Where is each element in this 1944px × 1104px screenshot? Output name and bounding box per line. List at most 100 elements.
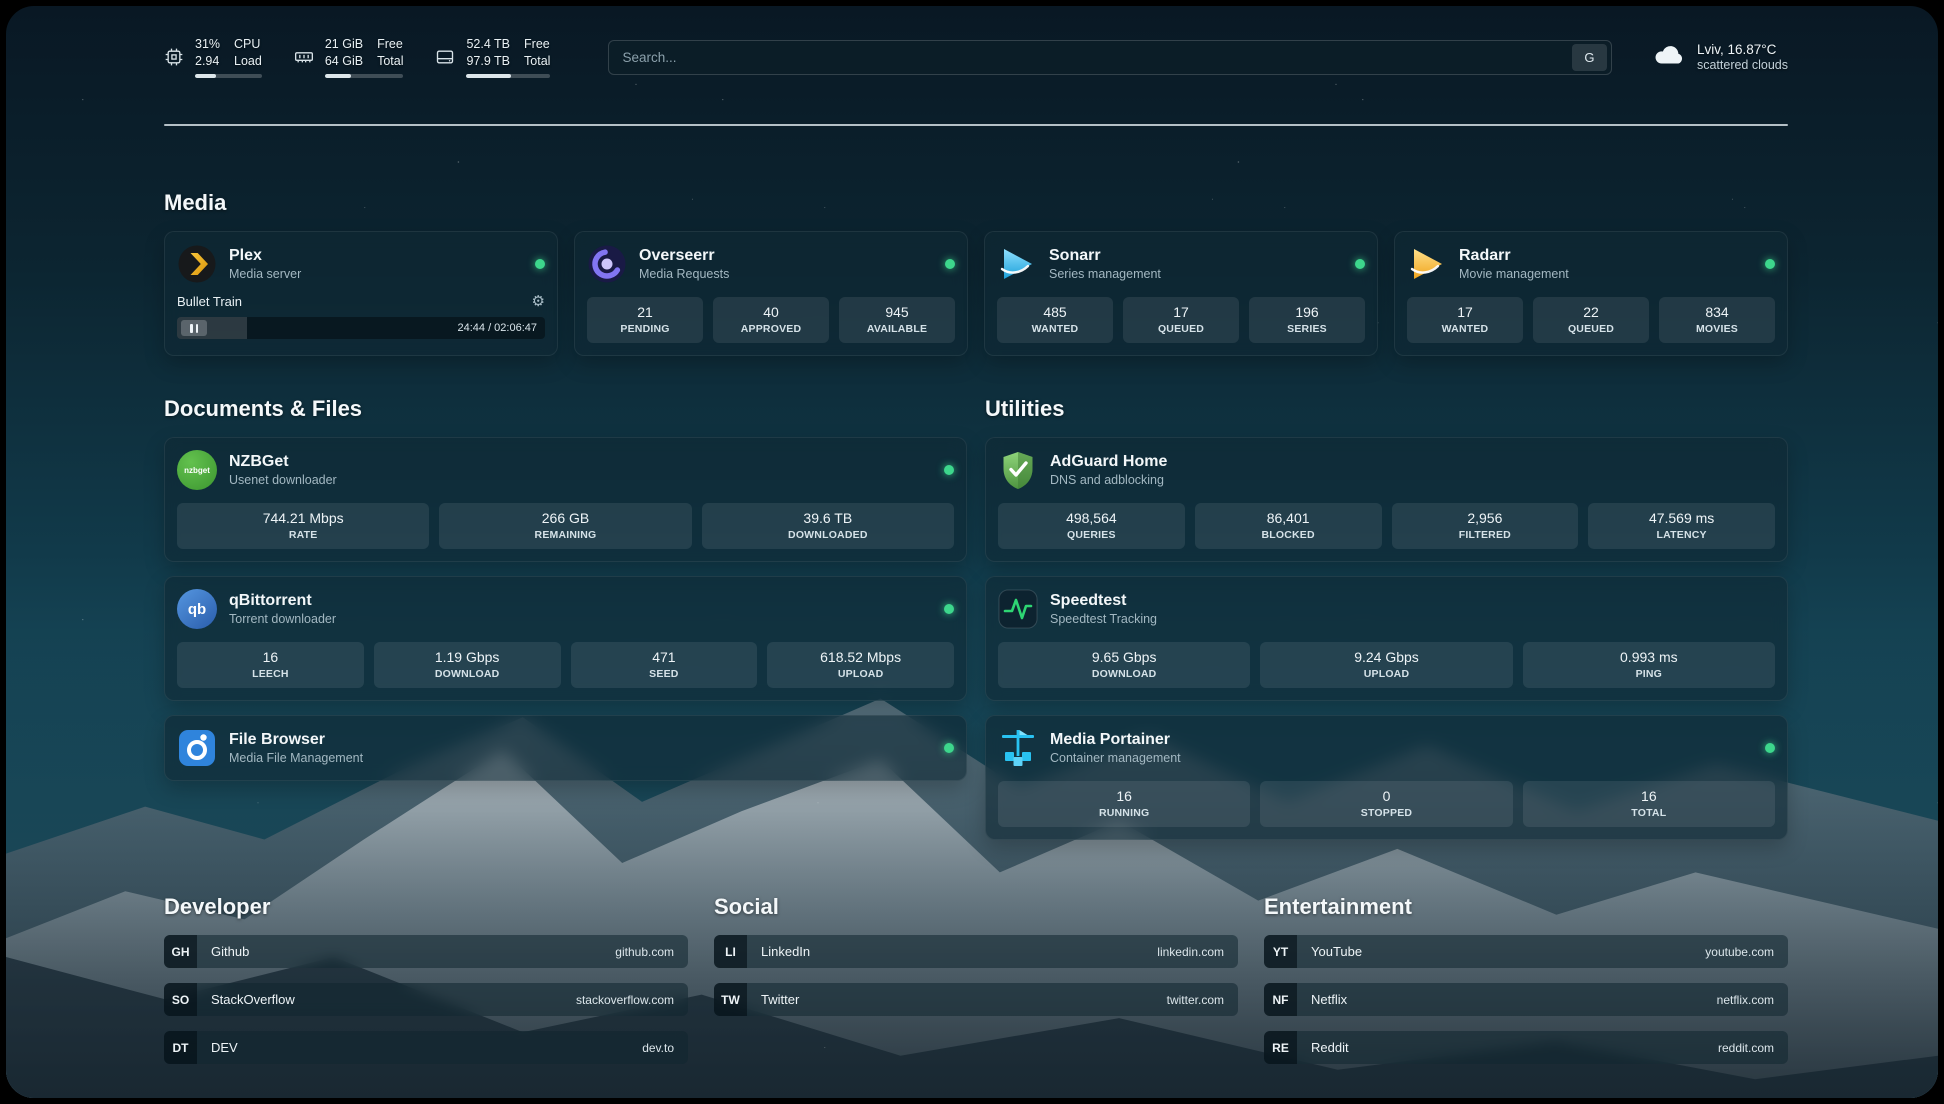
- app-title: Media Portainer: [1050, 731, 1171, 748]
- developer-section: Developer GH Github github.com SO StackO…: [164, 894, 688, 1079]
- status-dot: [944, 465, 954, 475]
- stat: 266 GB REMAINING: [439, 503, 692, 549]
- top-bar: 31% 2.94 CPU Load: [164, 36, 1788, 78]
- stat: 16 LEECH: [177, 642, 364, 688]
- bookmark-youtube[interactable]: YT YouTube youtube.com: [1264, 935, 1788, 968]
- qbittorrent-icon: qb: [177, 589, 217, 629]
- cpu-load-value: 2.94: [195, 53, 220, 68]
- bookmark-badge: RE: [1264, 1031, 1297, 1064]
- media-section-title: Media: [164, 190, 227, 215]
- nzbget-card[interactable]: nzbget NZBGet Usenet downloader 744.21 M…: [164, 437, 967, 562]
- cloud-icon: [1652, 38, 1686, 77]
- speedtest-card[interactable]: Speedtest Speedtest Tracking 9.65 Gbps D…: [985, 576, 1788, 701]
- pause-icon[interactable]: [181, 320, 207, 336]
- app-subtitle: Usenet downloader: [229, 473, 337, 487]
- stat: 485 WANTED: [997, 297, 1113, 343]
- dashboard-screen: 31% 2.94 CPU Load: [6, 6, 1938, 1098]
- overseerr-card[interactable]: Overseerr Media Requests 21 PENDING 40 A…: [574, 231, 968, 356]
- bookmark-url: youtube.com: [1705, 944, 1774, 959]
- media-section: Media Plex Media server: [164, 190, 1788, 356]
- bookmark-badge: TW: [714, 983, 747, 1016]
- speedtest-icon: [998, 589, 1038, 629]
- search-engine-button[interactable]: G: [1571, 43, 1607, 71]
- status-dot: [1765, 259, 1775, 269]
- radarr-card[interactable]: Radarr Movie management 17 WANTED 22 QUE…: [1394, 231, 1788, 356]
- app-subtitle: Media server: [229, 267, 302, 281]
- portainer-card[interactable]: Media Portainer Container management 16 …: [985, 715, 1788, 840]
- search-input[interactable]: [609, 49, 1572, 65]
- bookmark-url: reddit.com: [1717, 1040, 1774, 1055]
- status-dot: [945, 259, 955, 269]
- stat: 834 MOVIES: [1659, 297, 1775, 343]
- adguard-card[interactable]: AdGuard Home DNS and adblocking 498,564 …: [985, 437, 1788, 562]
- stat: 86,401 BLOCKED: [1194, 503, 1382, 549]
- bookmark-url: netflix.com: [1716, 992, 1774, 1007]
- bookmark-github[interactable]: GH Github github.com: [164, 935, 688, 968]
- disk-free-label: Free: [524, 37, 550, 51]
- bookmark-twitter[interactable]: TW Twitter twitter.com: [714, 983, 1238, 1016]
- plex-card[interactable]: Plex Media server Bullet Train ⚙ 24:44 /…: [164, 231, 558, 356]
- sonarr-icon: [997, 244, 1037, 284]
- app-subtitle: Movie management: [1459, 267, 1569, 281]
- ram-total-value: 64 GiB: [324, 53, 364, 68]
- bookmark-name: Netflix: [1311, 992, 1348, 1007]
- stat: 21 PENDING: [587, 297, 703, 343]
- qbittorrent-card[interactable]: qb qBittorrent Torrent downloader 16 LEE…: [164, 576, 967, 701]
- bookmark-name: Github: [211, 944, 250, 959]
- gear-icon[interactable]: ⚙: [531, 293, 545, 310]
- social-section: Social LI LinkedIn linkedin.com TW Twitt…: [714, 894, 1238, 1079]
- search-bar[interactable]: G: [608, 39, 1612, 75]
- status-dot: [1355, 259, 1365, 269]
- stat: 9.24 Gbps UPLOAD: [1260, 642, 1513, 688]
- status-dot: [944, 743, 954, 753]
- ram-free-value: 21 GiB: [324, 37, 364, 51]
- stat: 0.993 ms PING: [1522, 642, 1775, 688]
- app-subtitle: Series management: [1049, 267, 1161, 281]
- bookmark-linkedin[interactable]: LI LinkedIn linkedin.com: [714, 935, 1238, 968]
- ram-free-label: Free: [377, 37, 403, 51]
- stat: 618.52 Mbps UPLOAD: [767, 642, 954, 688]
- stat: 39.6 TB DOWNLOADED: [701, 503, 954, 549]
- weather-widget: Lviv, 16.87°C scattered clouds: [1652, 38, 1788, 77]
- stat: 744.21 Mbps RATE: [177, 503, 430, 549]
- sonarr-card[interactable]: Sonarr Series management 485 WANTED 17 Q…: [984, 231, 1378, 356]
- bookmark-name: Twitter: [761, 992, 800, 1007]
- stat: 40 APPROVED: [713, 297, 829, 343]
- stat: 22 QUEUED: [1533, 297, 1649, 343]
- bookmark-badge: NF: [1264, 983, 1297, 1016]
- playback-progress-bar[interactable]: 24:44 / 02:06:47: [177, 317, 545, 339]
- bookmark-name: DEV: [211, 1040, 238, 1055]
- nzbget-icon: nzbget: [177, 450, 217, 490]
- disk-progress-bar: [466, 74, 551, 78]
- adguard-icon: [998, 450, 1038, 490]
- stat: 9.65 Gbps DOWNLOAD: [998, 642, 1251, 688]
- cpu-usage-label: CPU: [234, 37, 261, 51]
- disk-total-value: 97.9 TB: [466, 53, 511, 68]
- radarr-icon: [1407, 244, 1447, 284]
- weather-condition: scattered clouds: [1696, 58, 1788, 72]
- app-title: Radarr: [1459, 247, 1511, 264]
- bookmark-dev[interactable]: DT DEV dev.to: [164, 1031, 688, 1064]
- stat: 17 QUEUED: [1123, 297, 1239, 343]
- stat: 47.569 ms LATENCY: [1588, 503, 1775, 549]
- bookmark-stackoverflow[interactable]: SO StackOverflow stackoverflow.com: [164, 983, 688, 1016]
- bookmark-name: Reddit: [1311, 1040, 1349, 1055]
- bookmark-url: twitter.com: [1166, 992, 1224, 1007]
- bookmark-badge: GH: [164, 935, 197, 968]
- utilities-column: Utilities AdGuard Home: [985, 396, 1788, 854]
- app-subtitle: DNS and adblocking: [1050, 473, 1164, 487]
- bookmark-netflix[interactable]: NF Netflix netflix.com: [1264, 983, 1788, 1016]
- disk-icon: [435, 47, 455, 67]
- filebrowser-card[interactable]: File Browser Media File Management: [164, 715, 967, 781]
- stat: 16 RUNNING: [998, 781, 1251, 827]
- app-title: Speedtest: [1050, 592, 1127, 609]
- disk-widget: 52.4 TB 97.9 TB Free Total: [435, 36, 551, 78]
- status-dot: [535, 259, 545, 269]
- portainer-icon: [998, 728, 1038, 768]
- app-subtitle: Media File Management: [229, 751, 364, 765]
- bookmark-reddit[interactable]: RE Reddit reddit.com: [1264, 1031, 1788, 1064]
- ram-total-label: Total: [377, 53, 404, 68]
- ram-progress-bar: [324, 74, 404, 78]
- app-title: AdGuard Home: [1050, 453, 1168, 470]
- bookmark-name: YouTube: [1311, 944, 1363, 959]
